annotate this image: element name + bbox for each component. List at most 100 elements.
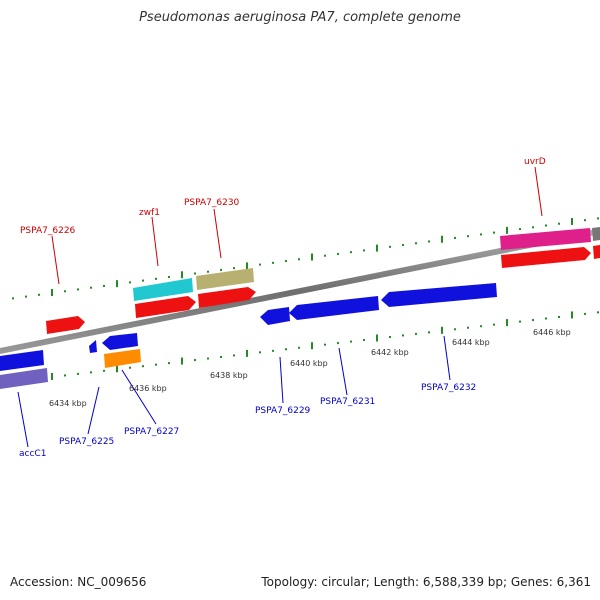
scale-tick [428, 240, 430, 243]
genome-summary-text: Topology: circular; Length: 6,588,339 bp… [261, 575, 591, 589]
gene-label-pspa7-6230: PSPA7_6230 [184, 198, 240, 208]
scale-tick [558, 315, 560, 318]
feature-pspa7-6227-cog [104, 349, 141, 368]
feature-pspa7-6230-cog [196, 268, 254, 290]
scale-tick [103, 369, 105, 372]
scale-tick [324, 254, 326, 257]
scale-tick [584, 312, 586, 315]
feature-accc1-cog [0, 368, 48, 389]
forward-leaders [51, 166, 543, 285]
scale-tick [51, 372, 53, 380]
scale-tick [116, 365, 118, 373]
scale-tick [363, 339, 365, 342]
scale-tick [233, 354, 235, 357]
gene-label-zwf1: zwf1 [139, 208, 160, 218]
scale-tick [220, 268, 222, 271]
scale-tick [337, 252, 339, 255]
scale-tick [350, 251, 352, 254]
scale-tick [272, 261, 274, 264]
scale-tick [454, 328, 456, 331]
scale-tick [532, 319, 534, 322]
accession-text: Accession: NC_009656 [10, 575, 147, 589]
scale-tick [246, 262, 248, 270]
scale-tick [402, 334, 404, 337]
gene-label-pspa7-6231: PSPA7_6231 [320, 397, 375, 407]
scale-tick [597, 217, 599, 220]
scale-label: 6446 kbp [533, 328, 571, 337]
scale-tick [441, 235, 443, 243]
scale-tick [584, 219, 586, 222]
cds-pspa7-6229b [289, 296, 379, 320]
scale-label: 6436 kbp [129, 384, 167, 393]
scale-tick [363, 249, 365, 252]
scale-tick [467, 326, 469, 329]
scale-tick [506, 319, 508, 327]
scale-tick [77, 372, 79, 375]
scale-tick [181, 271, 183, 279]
scale-label: 6440 kbp [290, 359, 328, 368]
scale-tick [285, 260, 287, 263]
scale-tick [155, 277, 157, 280]
cds-pspa7-6226 [46, 316, 85, 334]
scale-tick [259, 351, 261, 354]
gene-label-pspa7-6232: PSPA7_6232 [421, 383, 476, 393]
scale-tick [571, 217, 573, 225]
scale-tick [272, 349, 274, 352]
gene-label-accc1: accC1 [19, 449, 46, 459]
cds-pspa7-6227 [102, 333, 138, 350]
scale-tick [233, 267, 235, 270]
scale-tick [571, 311, 573, 319]
scale-tick [415, 332, 417, 335]
scale-tick [25, 295, 27, 298]
scale-tick [454, 236, 456, 239]
scale-tick [38, 293, 40, 296]
scale-tick [532, 226, 534, 229]
scale-tick [285, 348, 287, 351]
feature-zwf1-cog [133, 278, 193, 301]
scale-tick [428, 331, 430, 334]
scale-tick [155, 363, 157, 366]
scale-label: 6444 kbp [452, 338, 490, 347]
scale-tick [90, 371, 92, 374]
cds-pspa7-6230 [198, 287, 256, 308]
map-title: Pseudomonas aeruginosa PA7, complete gen… [139, 10, 461, 25]
scale-tick [506, 226, 508, 234]
scale-tick [194, 272, 196, 275]
feature-uvrd-cog [500, 228, 591, 250]
scale-tick [142, 365, 144, 368]
gene-label-pspa7-6225: PSPA7_6225 [59, 437, 114, 447]
inner-tick-row [12, 311, 599, 383]
reverse-leaders [17, 335, 451, 448]
gene-label-pspa7-6227: PSPA7_6227 [124, 427, 179, 437]
scale-tick [337, 342, 339, 345]
scale-tick [194, 359, 196, 362]
gene-label-pspa7-6229: PSPA7_6229 [255, 406, 311, 416]
scale-tick [129, 281, 131, 284]
outer-tick-row [12, 217, 599, 300]
scale-tick [12, 297, 14, 300]
scale-tick [64, 374, 66, 377]
scale-tick [246, 349, 248, 357]
scale-tick [259, 263, 261, 266]
gene-label-pspa7-6226: PSPA7_6226 [20, 226, 76, 236]
scale-tick [441, 326, 443, 334]
scale-tick [480, 233, 482, 236]
scale-tick [311, 253, 313, 261]
cds-edge-red [593, 245, 600, 259]
scale-tick [597, 311, 599, 314]
scale-tick [350, 340, 352, 343]
scale-tick [168, 276, 170, 279]
scale-tick [298, 258, 300, 261]
scale-tick [493, 323, 495, 326]
scale-tick [116, 280, 118, 288]
cds-accc1 [0, 350, 44, 371]
cds-uvrd [501, 247, 591, 268]
scale-tick [402, 244, 404, 247]
feature-edge-gray [592, 227, 600, 241]
genome-backbone [0, 228, 600, 354]
cds-pspa7-6229 [260, 307, 290, 325]
scale-tick [207, 270, 209, 273]
scale-tick [376, 244, 378, 252]
scale-tick [142, 279, 144, 282]
